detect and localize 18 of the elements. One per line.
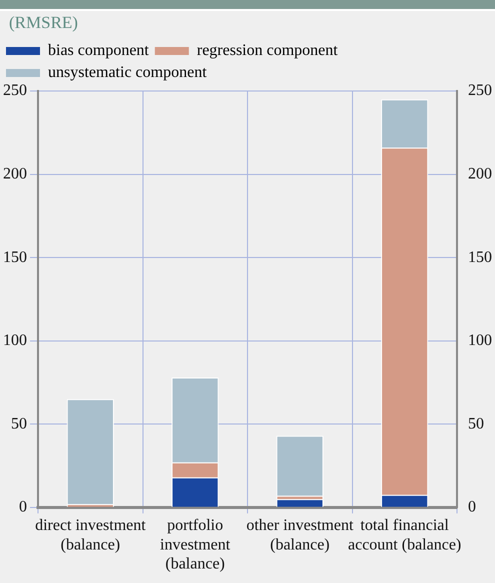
y2-tick-label: 0 bbox=[468, 498, 476, 516]
x-tick-label: portfolio investment (balance) bbox=[160, 517, 231, 573]
y2-tick-label: 200 bbox=[468, 165, 492, 182]
y-tick-label: 250 bbox=[3, 82, 27, 100]
chart-subtitle: (RMSRE) bbox=[8, 12, 79, 34]
y-tick-label: 0 bbox=[19, 498, 27, 516]
y-tick-label: 50 bbox=[11, 415, 27, 432]
y2-tick-label: 50 bbox=[468, 415, 484, 432]
y2-tick-label: 250 bbox=[468, 82, 492, 100]
y-tick-label: 100 bbox=[3, 332, 27, 350]
y2-tick-label: 100 bbox=[468, 332, 492, 350]
legend-label: regression component bbox=[196, 42, 338, 60]
y-tick-label: 200 bbox=[3, 165, 27, 182]
x-tick-label: direct investment (balance) bbox=[35, 517, 146, 554]
y2-tick-label: 150 bbox=[468, 248, 492, 266]
y-tick-label: 150 bbox=[3, 248, 27, 266]
legend-label: unsystematic component bbox=[48, 64, 208, 82]
legend-label: bias component bbox=[48, 42, 150, 60]
